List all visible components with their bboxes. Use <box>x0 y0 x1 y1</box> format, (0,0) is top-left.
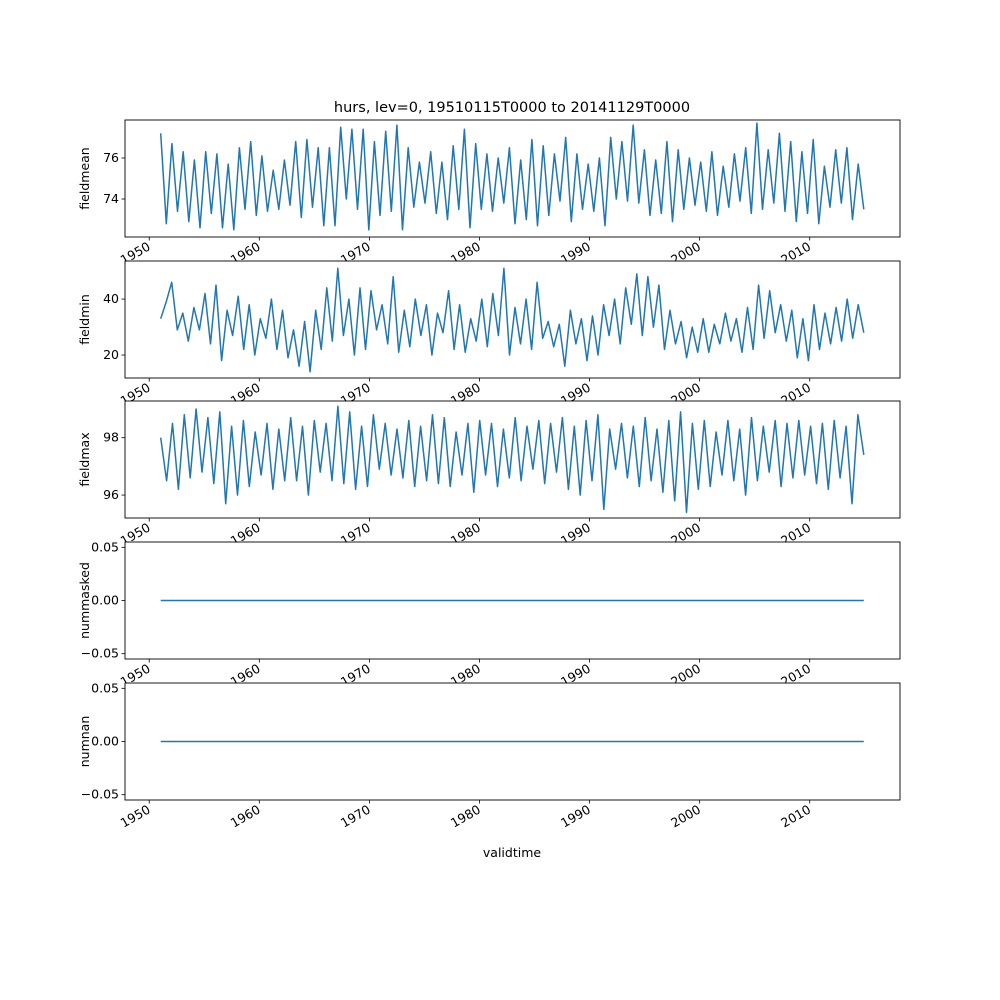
y-tick-label: 40 <box>103 291 119 306</box>
y-tick-label: 0.00 <box>91 734 119 749</box>
y-axis-label: nummasked <box>77 562 92 639</box>
y-tick-label: 74 <box>103 191 119 206</box>
axes-background <box>125 261 900 378</box>
y-tick-label: 0.05 <box>91 539 119 554</box>
y-axis-label: fieldmax <box>77 432 92 486</box>
series-line-fieldmin <box>159 267 865 373</box>
y-axis-label: numnan <box>77 716 92 768</box>
y-tick-label: 76 <box>103 150 119 165</box>
y-tick-label: −0.05 <box>81 646 119 661</box>
x-axis-label: validtime <box>483 845 541 860</box>
series-line-fieldmax <box>159 405 865 514</box>
y-axis-label: fieldmean <box>77 147 92 209</box>
y-tick-label: 0.00 <box>91 593 119 608</box>
y-tick-label: 0.05 <box>91 680 119 695</box>
series-line-fieldmean <box>159 122 865 231</box>
axes-frame <box>124 260 901 379</box>
y-tick-label: 20 <box>103 347 119 362</box>
axes-frame <box>124 119 901 238</box>
axes-frame <box>124 400 901 519</box>
chart-title: hurs, lev=0, 19510115T0000 to 20141129T0… <box>334 100 690 116</box>
y-axis-label: fieldmin <box>77 294 92 345</box>
y-tick-label: 96 <box>103 487 119 502</box>
y-tick-label: 98 <box>103 430 119 445</box>
y-tick-label: −0.05 <box>81 787 119 802</box>
